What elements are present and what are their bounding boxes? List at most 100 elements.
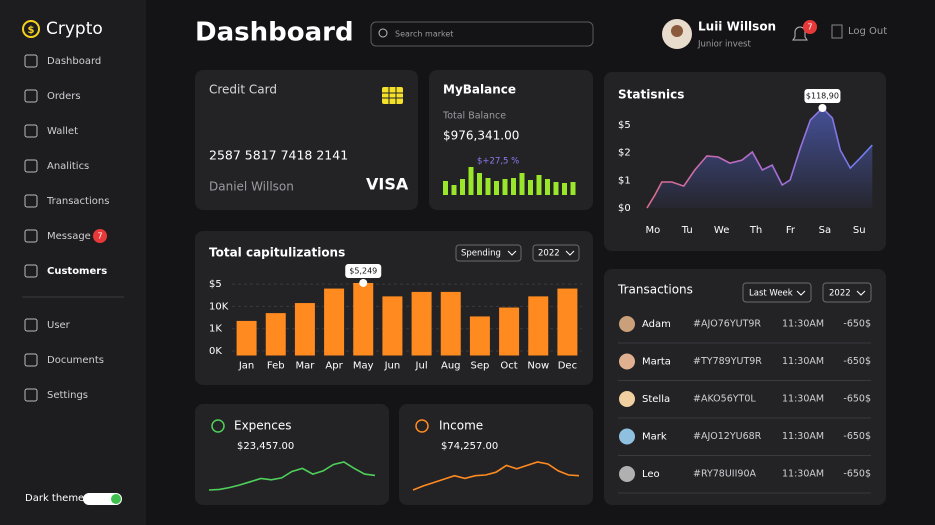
tooltip-dot — [359, 278, 368, 287]
search-icon — [378, 28, 388, 38]
expences-title: Expences — [234, 419, 292, 433]
tooltip-dot — [818, 103, 827, 112]
menu-icon — [24, 229, 38, 243]
search-box[interactable] — [370, 21, 594, 47]
tx-name: Marta — [642, 357, 671, 368]
tx-id: #AJO76YUT9R — [693, 319, 761, 330]
avatar — [619, 466, 635, 482]
menu-badge — [93, 229, 107, 243]
balance-chart — [443, 167, 576, 195]
tooltip — [345, 263, 382, 278]
transactions-title: Transactions — [617, 283, 693, 297]
card-chip — [382, 87, 403, 104]
y-tick-label: $5 — [618, 120, 631, 131]
dropdown-label: 2022 — [829, 289, 851, 299]
bar — [353, 282, 374, 356]
card-title: Credit Card — [209, 83, 277, 97]
page-title: Dashboard — [195, 18, 354, 48]
tx-id: #AJO12YU68R — [693, 431, 762, 442]
x-tick-label: Jun — [384, 361, 401, 372]
user-role: Junior invest — [697, 40, 751, 50]
toggle-knob — [111, 494, 121, 504]
income-amount: $74,257.00 — [441, 441, 498, 452]
menu-icon — [24, 388, 38, 402]
transactions-list: Last Week 2022 Adam #AJO76YUT9R 11:30AM -650$… — [618, 282, 872, 494]
brand-logo — [22, 20, 40, 38]
dropdown-caret — [796, 290, 806, 296]
x-tick-label: Oct — [500, 361, 517, 372]
menu-icon — [24, 54, 38, 68]
avatar — [619, 391, 635, 407]
dropdown-caret — [507, 250, 517, 256]
brand: Crypto — [46, 19, 103, 39]
balance-bar — [562, 183, 567, 195]
dropdown[interactable] — [455, 244, 522, 262]
tx-time: 11:30AM — [782, 431, 824, 442]
x-tick-label: Mo — [646, 225, 661, 236]
balance-change: $+27,5 % — [477, 157, 519, 167]
menu-item[interactable]: Orders — [47, 91, 81, 102]
dropdown[interactable] — [822, 282, 872, 303]
dropdown[interactable] — [532, 244, 580, 262]
card-chip-lines — [382, 87, 403, 104]
x-tick-label: We — [714, 225, 729, 236]
search-placeholder: Search market — [395, 30, 453, 39]
tx-time: 11:30AM — [782, 356, 824, 367]
card — [399, 404, 593, 505]
card-number: 2587 5817 7418 2141 — [209, 148, 348, 163]
menu-item[interactable]: Wallet — [47, 126, 78, 137]
tooltip — [804, 88, 841, 103]
y-tick-label: 0K — [209, 346, 222, 357]
menu-item[interactable]: Dashboard — [47, 56, 101, 67]
menu-icon — [24, 159, 38, 173]
menu-item[interactable]: Documents — [47, 355, 104, 366]
y-tick-label: $0 — [618, 203, 631, 214]
balance-amount: $976,341.00 — [443, 129, 519, 143]
brand-logo-sign: $ — [28, 25, 35, 36]
logout-icon — [831, 24, 843, 39]
x-tick-label: Sa — [819, 225, 831, 236]
x-tick-label: Jan — [238, 361, 254, 372]
menu-item[interactable]: Analitics — [47, 161, 89, 172]
balance-bar — [502, 179, 508, 195]
stats-title: Statisnics — [618, 88, 684, 102]
bar — [265, 313, 286, 356]
theme-label: Dark theme — [25, 493, 84, 504]
avatar — [619, 353, 635, 370]
tx-id: #RY78UII90A — [693, 469, 756, 480]
logout[interactable]: Log Out — [848, 26, 887, 37]
cap-chart: 0K 1K 10K $5 Jan Feb Mar Apr May Jun Jul Aug Sep Oct N… — [209, 244, 582, 372]
income-icon — [415, 419, 429, 433]
bar — [411, 291, 432, 356]
balance-label: Total Balance — [442, 111, 506, 122]
line — [208, 461, 376, 491]
balance-bar — [545, 179, 550, 195]
balance-bar — [519, 173, 525, 195]
bar — [469, 316, 490, 356]
menu-item[interactable]: Settings — [47, 390, 88, 401]
cap-title: Total capitulizations — [209, 246, 345, 260]
menu-item[interactable]: Transactions — [46, 196, 109, 207]
sparklines — [208, 461, 580, 491]
expences-amount: $23,457.00 — [237, 441, 294, 452]
dropdown-label: 2022 — [538, 249, 560, 259]
dropdown-caret — [856, 290, 866, 296]
menu-item[interactable]: User — [47, 320, 71, 331]
balance-bar — [511, 178, 516, 195]
x-tick-label: Now — [527, 361, 549, 372]
menu-item[interactable]: Message — [47, 231, 91, 242]
balance-bar — [553, 182, 559, 195]
y-tick-label: 10K — [209, 301, 229, 312]
bell-icon[interactable] — [792, 26, 808, 41]
x-tick-label: Sep — [470, 361, 489, 372]
line-area — [647, 108, 873, 208]
bar — [557, 288, 578, 356]
tx-time: 11:30AM — [782, 394, 824, 405]
y-tick-label: $2 — [618, 148, 631, 159]
menu-icon — [24, 194, 38, 208]
menu-item[interactable]: Customers — [47, 266, 107, 277]
stats-chart: $0 $1 $2 $5 Mo Tu We Th Fr Sa Su $118,90 — [618, 88, 873, 236]
sidebar — [0, 0, 146, 525]
dropdown[interactable] — [742, 282, 812, 303]
